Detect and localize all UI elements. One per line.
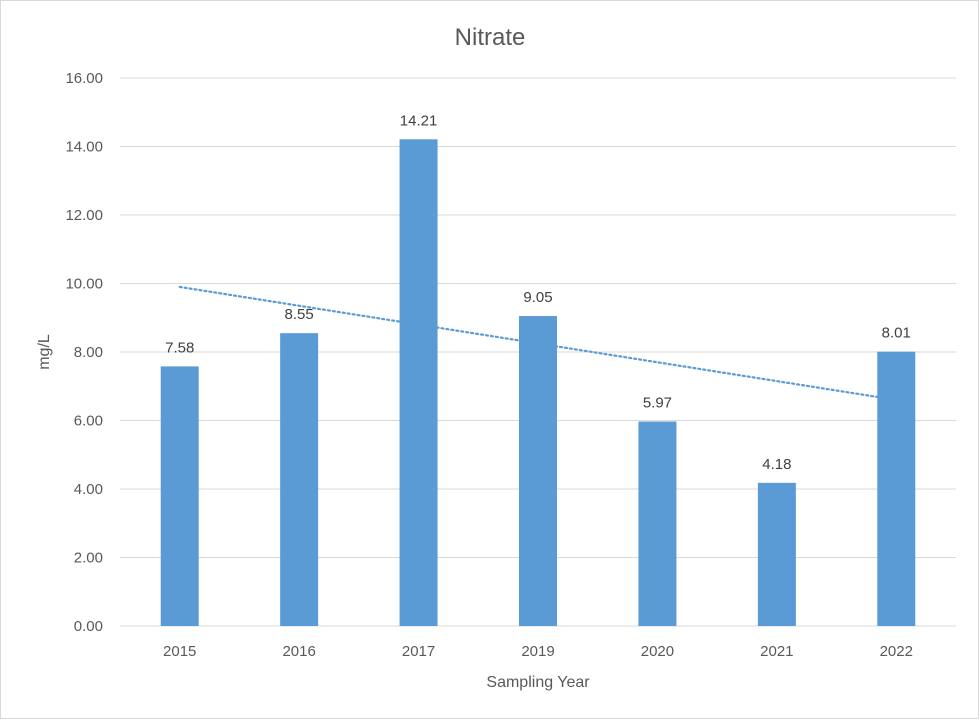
bar — [877, 351, 916, 626]
x-axis-title: Sampling Year — [486, 674, 590, 691]
y-axis-title: mg/L — [36, 334, 53, 370]
x-tick-label: 2020 — [641, 643, 674, 660]
chart-title: Nitrate — [455, 24, 526, 51]
x-tick-label: 2015 — [163, 643, 196, 660]
x-tick-label: 2022 — [880, 643, 913, 660]
data-label: 7.58 — [165, 339, 194, 356]
bar — [519, 316, 557, 626]
x-tick-label: 2017 — [402, 643, 435, 660]
y-axis-ticks: 0.00 2.00 4.00 6.00 8.00 10.00 12.00 14.00 16.00 — [65, 70, 103, 635]
y-tick-label: 2.00 — [74, 550, 103, 567]
y-tick-label: 6.00 — [74, 413, 103, 430]
y-tick-label: 8.00 — [74, 344, 103, 361]
data-label: 5.97 — [643, 395, 672, 412]
data-label: 8.01 — [882, 325, 911, 342]
trendline-group — [178, 285, 898, 402]
x-axis-ticks: 2015 2016 2017 2019 2020 2021 2022 — [163, 643, 913, 660]
x-tick-label: 2021 — [760, 643, 793, 660]
data-label: 9.05 — [523, 289, 552, 306]
bars — [160, 139, 916, 626]
bar — [280, 333, 319, 626]
x-tick-label: 2019 — [521, 643, 554, 660]
bar — [399, 139, 438, 626]
data-label: 14.21 — [400, 112, 438, 129]
y-tick-label: 16.00 — [65, 70, 103, 87]
bar — [757, 482, 796, 626]
bar — [160, 366, 199, 626]
x-tick-label: 2016 — [282, 643, 315, 660]
data-label: 8.55 — [285, 306, 314, 323]
bar — [638, 421, 677, 626]
trendline — [178, 285, 898, 402]
y-tick-label: 4.00 — [74, 481, 103, 498]
y-tick-label: 0.00 — [74, 618, 103, 635]
data-label: 4.18 — [762, 456, 791, 473]
y-tick-label: 14.00 — [65, 139, 103, 156]
y-tick-label: 12.00 — [65, 207, 103, 224]
data-labels: 7.58 8.55 14.21 9.05 5.97 4.18 8.01 — [165, 112, 911, 473]
y-tick-label: 10.00 — [65, 276, 103, 293]
